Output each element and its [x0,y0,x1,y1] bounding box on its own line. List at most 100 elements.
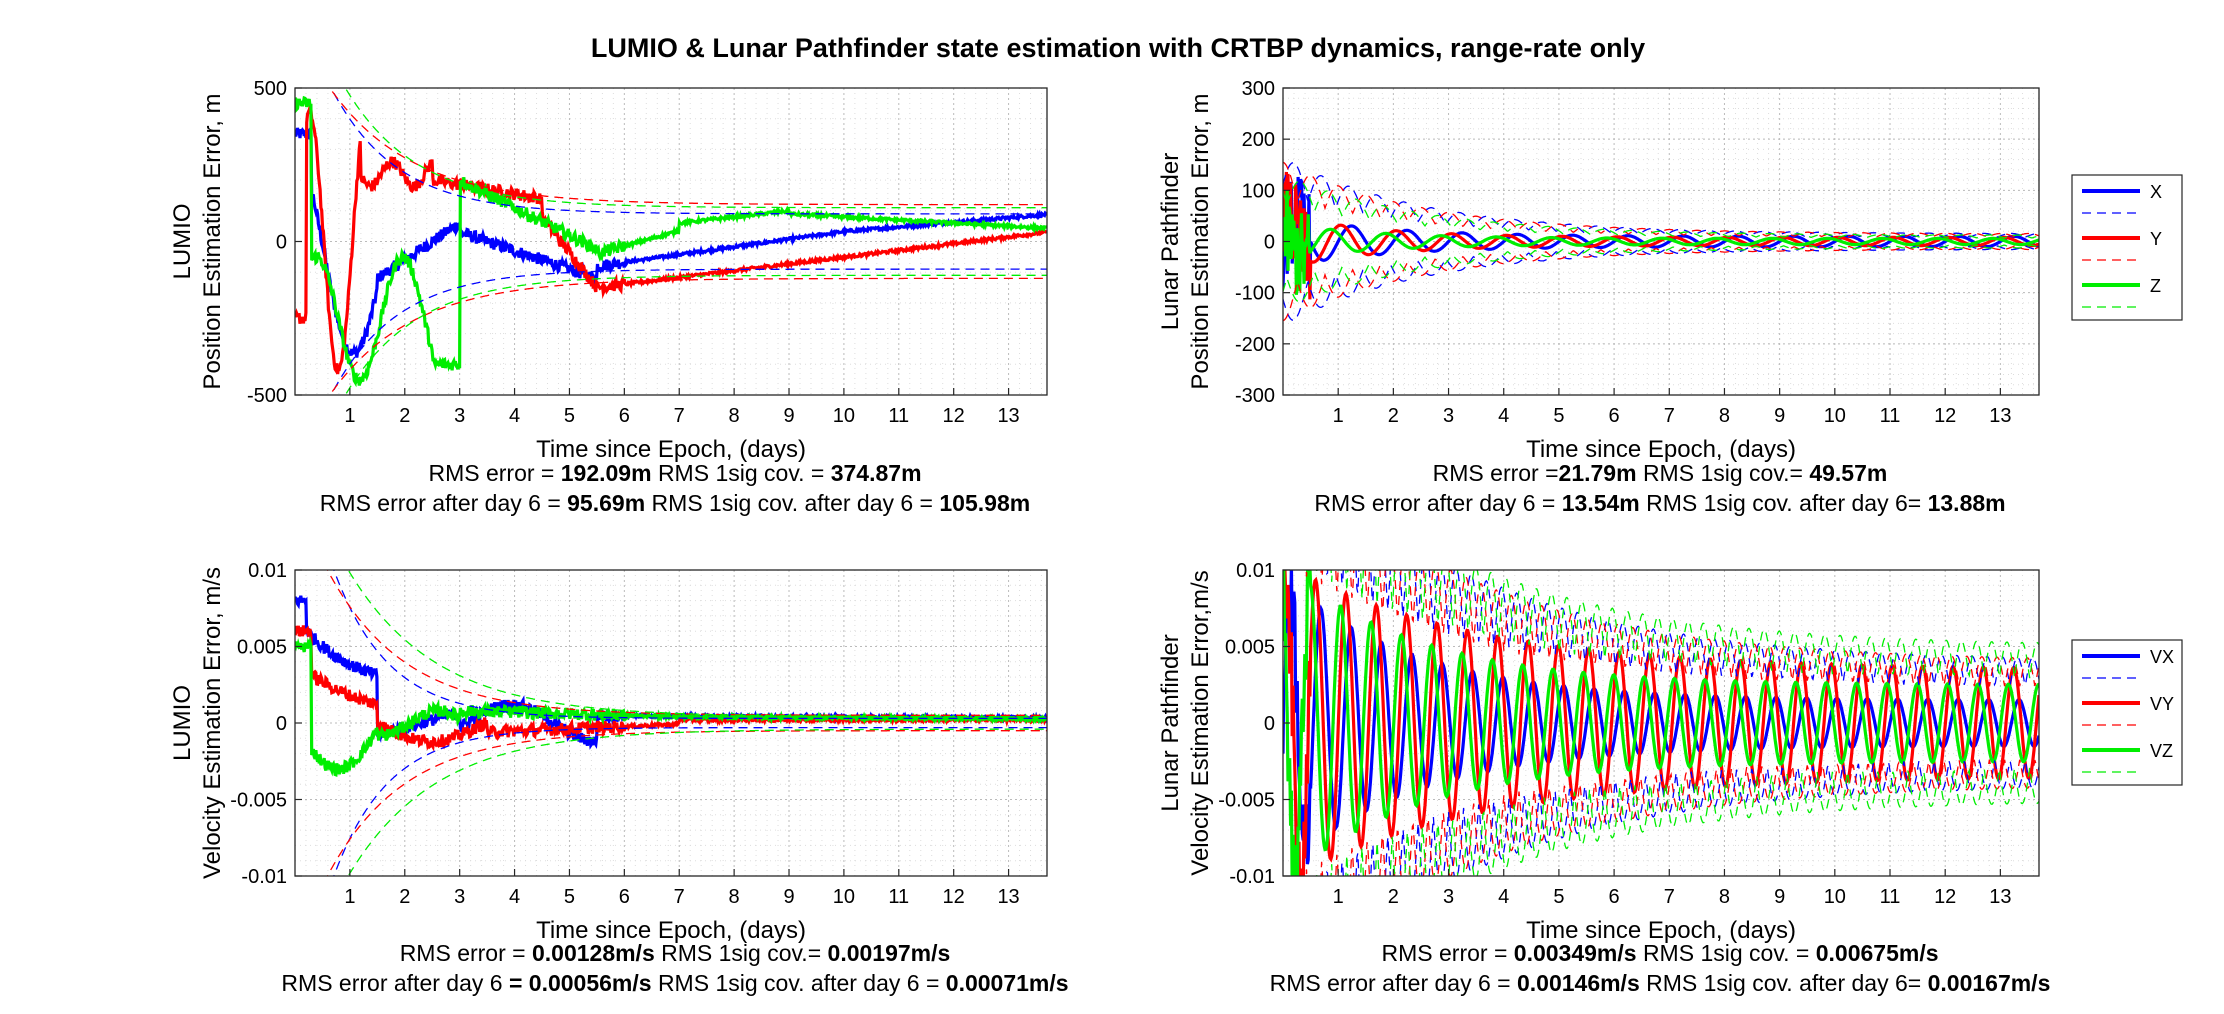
x-tick-label: 12 [1934,405,1956,427]
y-axis-label-line2: Velocity Estimation Error,m/s [1187,570,1214,875]
x-tick-label: 8 [1719,405,1730,427]
x-tick-label: 8 [729,405,740,427]
x-tick-label: 5 [1553,886,1564,908]
legend-label-vz: VZ [2150,741,2173,761]
x-tick-label: 13 [997,405,1019,427]
series-line-x [295,127,1047,358]
x-tick-label: 9 [783,886,794,908]
x-tick-label: 9 [1774,405,1785,427]
legend-box [2071,174,2183,321]
series-line-z-1sig-cov--neg [344,274,1047,395]
y-tick-label: 0.01 [1236,560,1275,582]
y-tick-label: 300 [1242,78,1275,100]
chart-panel-lp-vel: 1 2 3 4 5 6 7 8 9 10 11 12 13-0.01-0.00500.0050.01Ti… [1157,560,2183,944]
y-tick-label: -0.01 [1229,866,1275,888]
y-tick-label: -0.005 [230,790,287,812]
x-tick-label: 2 [399,886,410,908]
series-line-y-1sig-cov- [329,88,1047,206]
series-line-vz-1sig-cov- [1315,570,2039,679]
series-line-y-1sig-cov--neg [329,277,1047,395]
series-line-vz [1283,570,2039,876]
x-tick-label: 13 [1989,405,2011,427]
stats-lumio-pos-line2: RMS error after day 6 = 95.69m RMS 1sig … [319,490,1031,516]
x-tick-label: 11 [888,405,909,427]
series-group [1283,570,2039,876]
y-tick-label: 500 [254,78,287,100]
series-group [295,88,1047,395]
y-tick-label: 0.01 [248,560,287,582]
series-line-y [295,625,1047,752]
x-tick-label: 3 [454,886,465,908]
series-line-vx-1sig-cov--neg [1325,758,2039,876]
x-tick-label: 2 [399,405,410,427]
x-tick-label: 5 [564,886,575,908]
y-tick-label: -500 [247,385,287,407]
y-tick-label: -200 [1235,334,1275,356]
x-tick-label: 7 [1664,405,1675,427]
x-tick-label: 10 [833,886,855,908]
y-tick-label: 100 [1242,180,1275,202]
x-tick-label: 6 [1609,405,1620,427]
y-axis-label-line2: Position Estimation Error, m [1187,93,1214,389]
x-tick-label: 6 [1609,886,1620,908]
series-line-y-1sig-cov- [326,570,1047,716]
series-line-y-1sig-cov--neg [326,730,1047,876]
y-axis-label-line1: LUMIO [169,685,196,761]
series-group [295,570,1047,876]
series-line-y-1sig-cov- [1283,161,2039,238]
x-tick-label: 2 [1388,405,1399,427]
series-line-vy-1sig-cov--neg [1305,759,2039,876]
series-line-x-1sig-cov- [330,88,1047,215]
y-axis-label-line1: Lunar Pathfinder [1157,634,1184,811]
x-tick-label: 4 [1498,405,1509,427]
y-tick-label: 0 [276,713,287,735]
x-axis-label: Time since Epoch, (days) [536,436,806,463]
legend: X Y Z [2071,174,2183,321]
x-tick-label: 11 [1880,405,1901,427]
series-line-x [1283,176,2039,288]
x-tick-label: 10 [1824,405,1846,427]
x-tick-label: 3 [1443,886,1454,908]
series-line-vx-1sig-cov- [1325,570,2039,688]
stats-lp-pos-line1: RMS error =21.79m RMS 1sig cov.= 49.57m [1432,460,1888,486]
x-tick-label: 11 [1880,886,1901,908]
series-line-z-1sig-cov- [347,570,1047,718]
chart-panel-lp-pos: 1 2 3 4 5 6 7 8 9 10 11 12 13-300-200-1000100200300T… [1157,78,2183,463]
y-tick-label: 0 [276,232,287,254]
series-line-z-1sig-cov--neg [1283,244,2039,303]
y-tick-label: -300 [1235,385,1275,407]
stats-lp-vel-line1: RMS error = 0.00349m/s RMS 1sig cov. = 0… [1381,940,1939,966]
x-tick-label: 10 [1824,886,1846,908]
y-tick-label: -100 [1235,283,1275,305]
x-tick-label: 6 [619,405,630,427]
series-line-x-1sig-cov--neg [330,268,1047,395]
x-tick-label: 12 [943,886,965,908]
x-axis-label: Time since Epoch, (days) [1526,917,1796,944]
x-tick-label: 1 [1333,886,1344,908]
legend-box [2071,639,2183,786]
series-line-z-1sig-cov- [344,88,1047,209]
x-tick-label: 10 [833,405,855,427]
x-tick-label: 2 [1388,886,1399,908]
y-tick-label: 200 [1242,129,1275,151]
legend: VX VY VZ [2071,639,2183,786]
series-line-x-1sig-cov- [333,570,1047,720]
x-tick-label: 5 [564,405,575,427]
series-line-x-1sig-cov--neg [333,726,1047,876]
x-tick-label: 12 [1934,886,1956,908]
x-tick-label: 1 [1333,405,1344,427]
series-line-y-1sig-cov--neg [1283,245,2039,322]
x-tick-label: 1 [344,405,355,427]
stats-lumio-pos-line1: RMS error = 192.09m RMS 1sig cov. = 374.… [428,460,922,486]
series-group [1283,161,2039,322]
y-axis-label-line2: Velocity Estimation Error, m/s [199,567,226,879]
legend-label-z: Z [2150,276,2161,296]
y-tick-label: 0 [1264,713,1275,735]
x-tick-label: 13 [997,886,1019,908]
chart-panel-lumio-vel: 1 2 3 4 5 6 7 8 9 10 11 12 13-0.01-0.00500.0050.01Ti… [169,560,1048,944]
x-tick-label: 3 [454,405,465,427]
series-line-y [295,103,1047,375]
x-tick-label: 11 [888,886,909,908]
x-tick-label: 4 [509,405,520,427]
